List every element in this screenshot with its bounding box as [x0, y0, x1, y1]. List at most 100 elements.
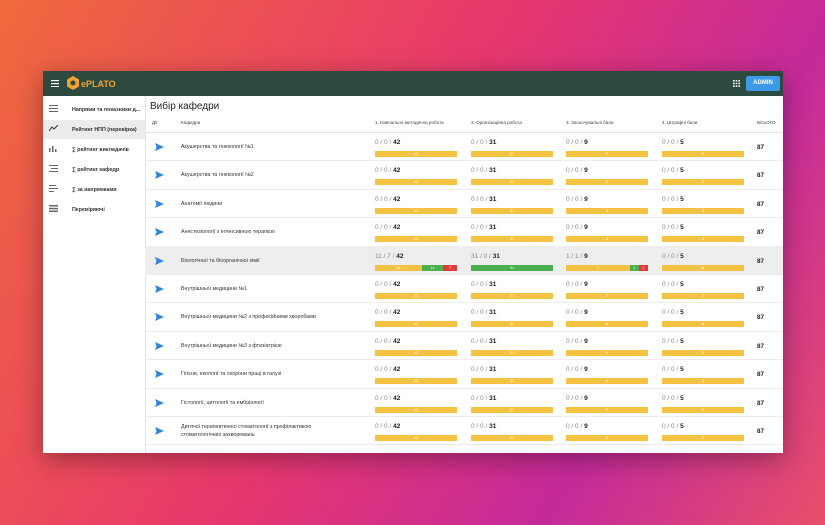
score-counts: 0 / 0 /	[566, 195, 583, 203]
send-icon[interactable]	[155, 285, 164, 293]
score-counts: 0 / 0 /	[471, 281, 488, 288]
bar-segment: 42	[375, 378, 457, 385]
send-icon[interactable]	[155, 313, 164, 322]
send-icon[interactable]	[155, 171, 164, 180]
score-bar: 42	[375, 151, 457, 157]
table-row[interactable]: Внутрішньої медицини №1 0 / 0 / 42 42 0 / 0…	[145, 275, 783, 304]
score-max: 31	[492, 252, 500, 260]
score-bar: 31	[471, 151, 553, 157]
bar-segment: 42	[375, 151, 457, 157]
send-icon[interactable]	[155, 199, 164, 208]
score-max: 42	[393, 139, 401, 146]
score-counts: 0 / 0 /	[471, 309, 488, 317]
score-counts: 11 / 7 /	[375, 252, 395, 260]
sidebar-item[interactable]: ∑ рейтинг кафедр	[43, 160, 145, 179]
score-counts: 0 / 0 /	[471, 224, 488, 232]
column-header: Кафедра	[181, 120, 201, 125]
score-max: 31	[489, 195, 497, 203]
score-counts: 0 / 0 /	[566, 366, 583, 374]
score-bar: 5	[662, 378, 744, 385]
score-bar: 31	[471, 435, 553, 441]
score-bar: 42	[375, 321, 457, 328]
sidebar-item[interactable]: Рейтинг НПП (перевірка)	[43, 120, 145, 139]
table-row[interactable]: Біологічної та біоорганічної хімії 11 / 7…	[145, 246, 783, 275]
sidebar-label: Перевіряючі	[72, 207, 105, 213]
score-max: 5	[680, 337, 684, 345]
table-row[interactable]: Анатомії людини 0 / 0 / 42 42 0 / 0 / 31 31 0…	[145, 190, 783, 219]
table-row[interactable]: Анестезіології з інтенсивною терапією 0 /…	[145, 218, 783, 247]
send-icon[interactable]	[155, 370, 164, 379]
bar-segment: 31	[471, 179, 553, 186]
score-max: 5	[680, 167, 684, 175]
sidebar-item[interactable]: ∑ рейтинг викладачів	[43, 140, 145, 159]
score-max: 9	[584, 281, 588, 288]
sidebar-label: ∑ за напрямками	[72, 187, 117, 193]
score-bar: 42	[375, 179, 457, 186]
score-max: 42	[396, 252, 404, 260]
score-bar: 5	[662, 293, 744, 299]
table-row[interactable]: Гігієни, екології та охорони праці в гал…	[145, 360, 783, 389]
score-counts: 0 / 0 /	[662, 224, 679, 232]
score-bar: 5	[662, 349, 744, 356]
score-text: 0 / 0 / 5	[662, 423, 684, 430]
score-bar: 42	[375, 207, 457, 214]
score-bar: 31	[471, 207, 553, 214]
score-counts: 1 / 1 /	[566, 252, 583, 260]
sidebar-item[interactable]: Перевіряючі	[43, 200, 145, 219]
score-max: 31	[489, 366, 497, 374]
send-icon[interactable]	[155, 228, 164, 237]
sidebar-icon	[49, 125, 58, 132]
send-icon[interactable]	[155, 398, 164, 407]
score-max: 42	[393, 366, 401, 374]
send-icon[interactable]	[155, 256, 164, 265]
bar-segment: 5	[662, 406, 744, 413]
score-text: 0 / 0 / 5	[662, 281, 684, 288]
score-max: 5	[680, 224, 684, 232]
score-text: 0 / 0 / 42	[375, 196, 400, 203]
send-icon[interactable]	[155, 143, 164, 151]
table-row[interactable]: Внутрішньої медицини №3 з фтизіатрією 0 /…	[145, 332, 783, 361]
menu-icon[interactable]	[51, 80, 59, 87]
score-bar: 9	[566, 207, 648, 214]
score-text: 0 / 0 / 5	[662, 253, 684, 260]
score-max: 42	[393, 337, 401, 345]
score-text: 0 / 0 / 31	[471, 281, 496, 288]
table-row[interactable]: Внутрішньої медицини №2 з професійними х…	[145, 303, 783, 332]
score-text: 0 / 0 / 42	[375, 423, 400, 430]
sidebar-item[interactable]: Напрями та показники д...	[43, 100, 145, 119]
bar-segment: 42	[375, 236, 457, 243]
logo-text: ePLATO	[81, 79, 116, 89]
send-icon[interactable]	[155, 341, 164, 350]
bar-segment: 9	[566, 349, 648, 356]
bar-segment: 31	[471, 151, 553, 157]
send-icon[interactable]	[155, 427, 164, 435]
score-text: 0 / 0 / 42	[375, 224, 400, 231]
score-max: 31	[489, 281, 497, 288]
apps-icon[interactable]	[733, 80, 740, 87]
table-row[interactable]: Акушерства та гінекології №2 0 / 0 / 42 42…	[145, 161, 783, 190]
total: 87	[757, 229, 765, 237]
total: 87	[757, 286, 765, 293]
table-row[interactable]: Гістології, цитології та ембріології 0 / …	[145, 389, 783, 417]
score-text: 0 / 0 / 5	[662, 167, 684, 174]
table-row[interactable]: Акушерства та гінекології №1 0 / 0 / 42 42…	[145, 133, 783, 162]
score-max: 31	[489, 224, 497, 232]
column-header: 4. Штрафні бали	[662, 120, 698, 125]
score-text: 0 / 0 / 42	[375, 395, 400, 402]
bar-segment: 31	[471, 207, 553, 214]
sidebar-item[interactable]: ∑ за напрямками	[43, 180, 145, 199]
bar-segment: 42	[375, 349, 457, 356]
score-text: 0 / 0 / 31	[471, 395, 496, 402]
score-text: 0 / 0 / 9	[566, 139, 588, 146]
score-counts: 0 / 0 /	[375, 423, 392, 430]
score-max: 31	[489, 309, 497, 317]
score-max: 5	[680, 139, 684, 146]
sidebar-icon	[49, 105, 58, 112]
admin-button[interactable]: ADMIN	[746, 76, 780, 91]
score-max: 5	[680, 394, 684, 402]
score-text: 0 / 0 / 42	[375, 309, 400, 316]
department-name: Гістології, цитології та ембріології	[181, 399, 264, 406]
table-row[interactable]: Дитячої терапевтичної стоматології з про…	[145, 417, 783, 446]
score-text: 0 / 0 / 42	[375, 366, 400, 373]
bar-segment: 5	[662, 293, 744, 299]
